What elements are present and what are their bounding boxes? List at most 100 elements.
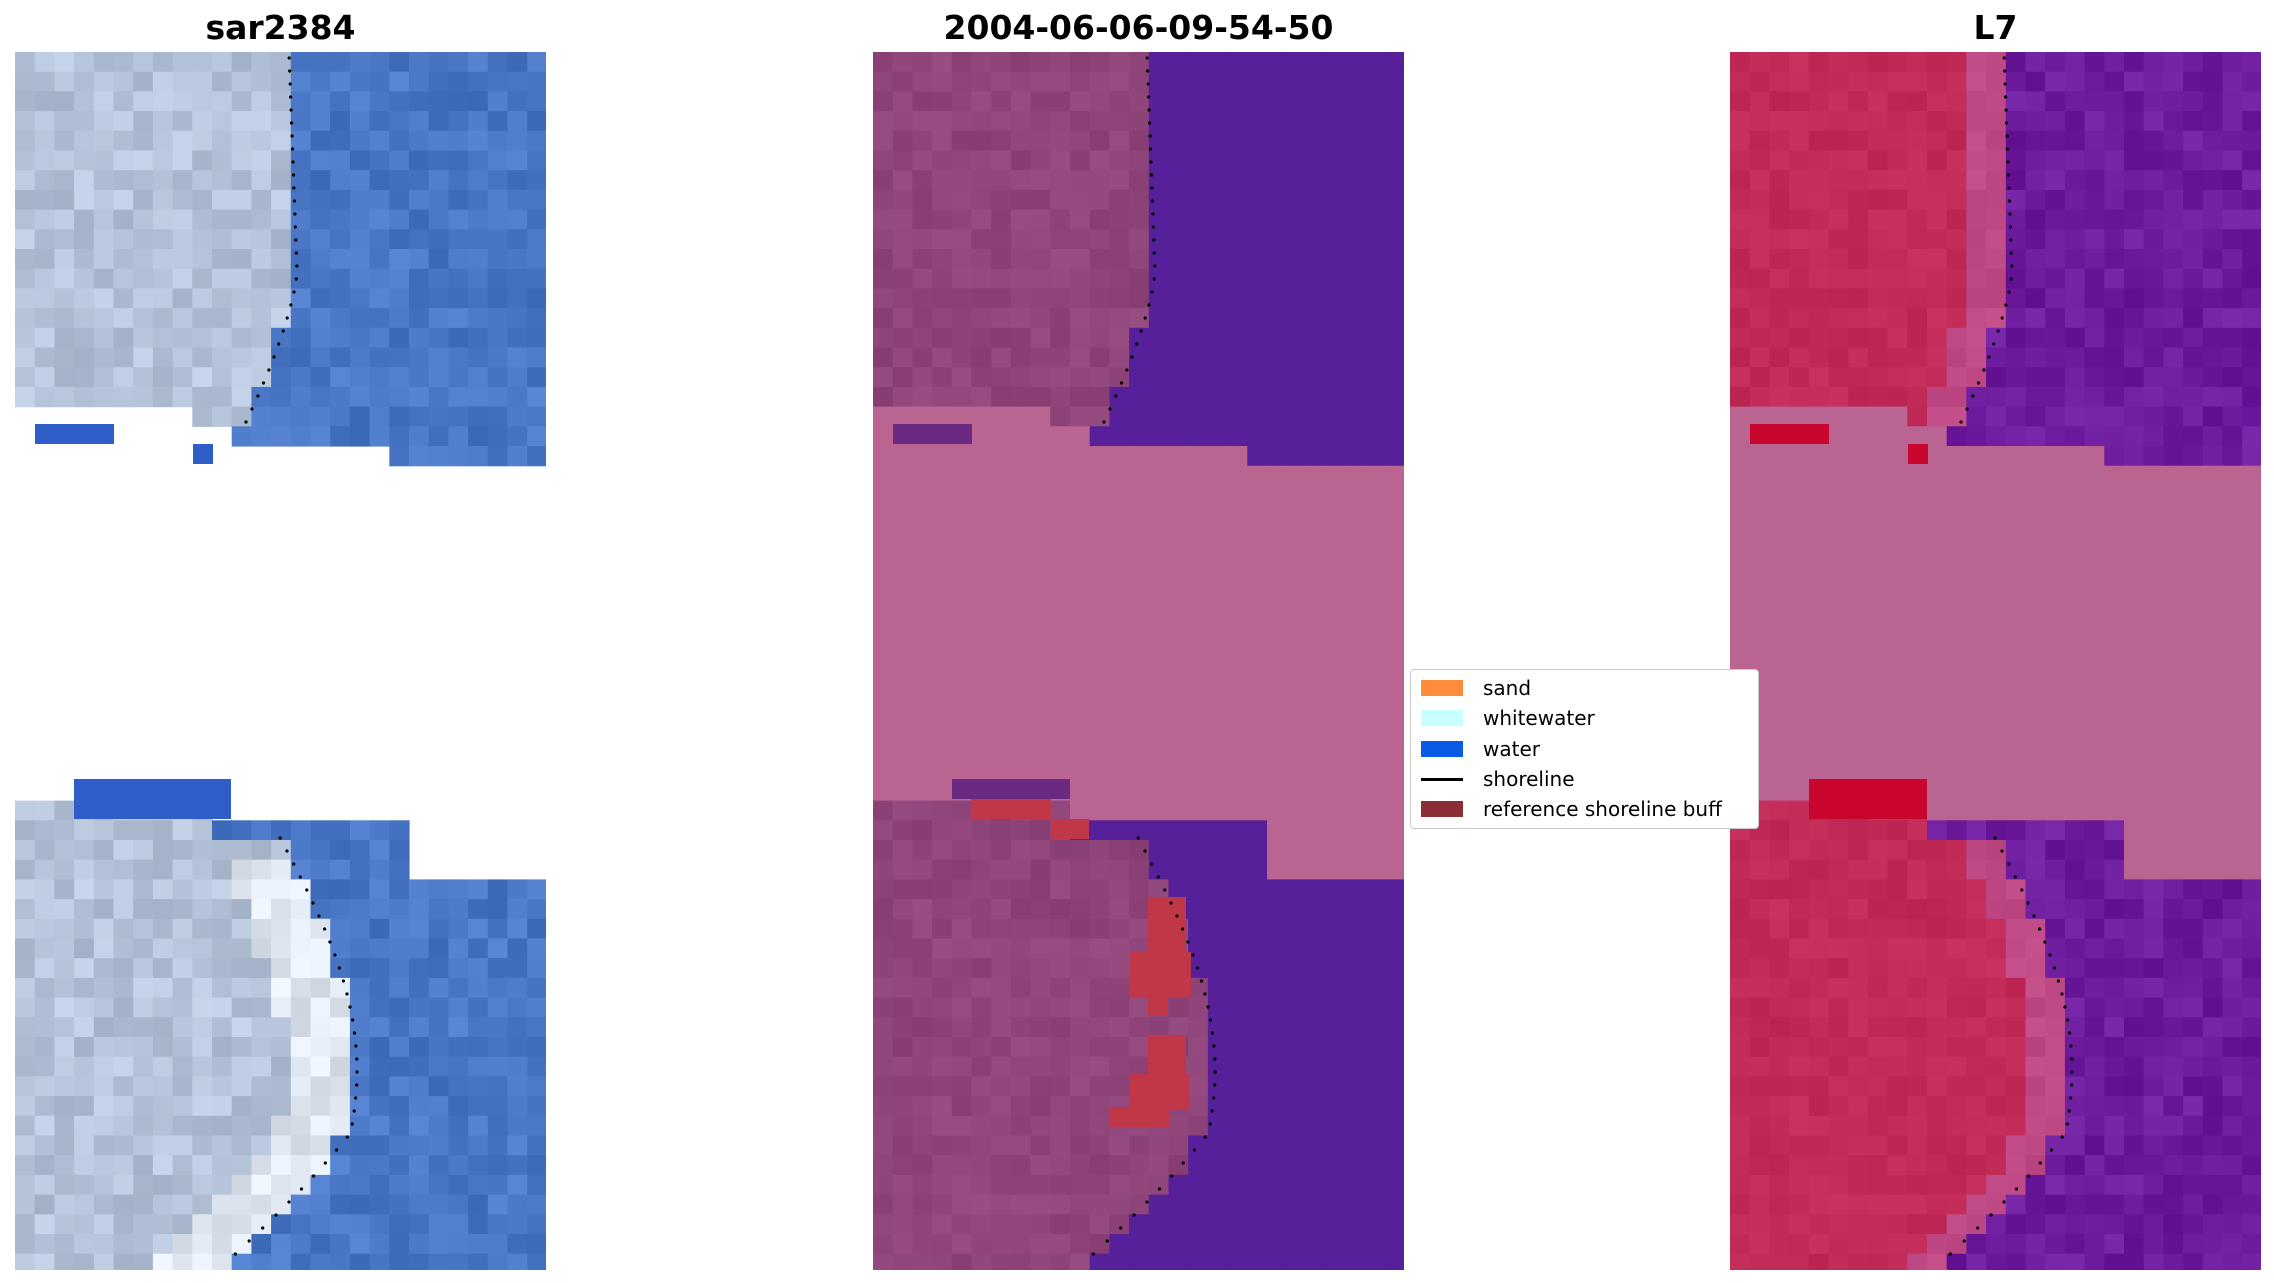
raster-pixel: [1907, 1155, 1928, 1176]
raster-pixel: [951, 524, 973, 546]
raster-pixel: [192, 1017, 213, 1038]
raster-pixel: [2025, 1115, 2046, 1137]
raster-pixel: [1365, 1174, 1386, 1196]
raster-pixel: [1867, 426, 1889, 447]
raster-pixel: [873, 564, 894, 585]
raster-pixel: [1207, 879, 1229, 900]
raster-pixel: [1749, 1155, 1770, 1176]
raster-pixel: [1749, 623, 1770, 644]
raster-pixel: [951, 800, 973, 821]
raster-pixel: [2064, 623, 2086, 644]
raster-pixel: [1089, 603, 1110, 624]
raster-pixel: [2143, 662, 2164, 683]
raster-pixel: [251, 1076, 272, 1097]
raster-pixel: [1946, 643, 1967, 664]
raster-pixel: [1927, 1253, 1948, 1270]
raster-pixel: [74, 1115, 95, 1137]
raster-pixel: [74, 347, 95, 368]
raster-pixel: [1326, 1174, 1347, 1196]
raster-pixel: [1030, 367, 1051, 388]
raster-pixel: [2064, 977, 2086, 999]
raster-pixel: [1247, 111, 1268, 132]
raster-pixel: [290, 386, 312, 408]
raster-pixel: [951, 938, 973, 959]
raster-pixel: [2202, 1076, 2224, 1097]
raster-pixel: [873, 209, 894, 230]
raster-pixel: [152, 130, 174, 152]
raster-pixel: [2163, 111, 2184, 132]
raster-pixel: [1966, 1194, 1987, 1215]
raster-pixel: [448, 1135, 469, 1156]
raster-pixel: [1286, 643, 1307, 664]
raster-pixel: [912, 1056, 933, 1077]
raster-pixel: [2143, 347, 2164, 368]
raster-pixel: [212, 1135, 233, 1156]
raster-pixel: [1730, 52, 1751, 73]
raster-pixel: [34, 1234, 55, 1255]
raster-pixel: [1848, 662, 1869, 683]
raster-pixel: [1966, 741, 1987, 762]
raster-pixel: [15, 1253, 36, 1270]
raster-pixel: [1188, 721, 1209, 743]
raster-pixel: [2124, 682, 2145, 703]
raster-pixel: [1986, 1253, 2007, 1270]
raster-pixel: [1385, 52, 1404, 73]
shoreline-dots: [1948, 56, 2074, 1256]
raster-pixel: [1365, 702, 1386, 723]
raster-pixel: [1267, 780, 1288, 802]
raster-pixel: [1385, 918, 1404, 940]
raster-pixel: [1089, 189, 1110, 211]
raster-pixel: [1887, 958, 1908, 979]
raster-pixel: [2025, 111, 2046, 132]
raster-pixel: [389, 91, 410, 112]
raster-pixel: [74, 130, 95, 152]
raster-pixel: [1010, 1234, 1032, 1255]
raster-pixel: [271, 899, 292, 920]
raster-pixel: [1828, 150, 1849, 171]
raster-pixel: [192, 288, 213, 309]
raster-pixel: [1769, 288, 1790, 309]
raster-pixel: [2045, 524, 2066, 546]
raster-pixel: [1109, 71, 1130, 92]
raster-pixel: [1267, 564, 1288, 585]
raster-pixel: [1207, 1076, 1229, 1097]
raster-pixel: [2183, 938, 2204, 959]
raster-pixel: [1148, 879, 1170, 900]
raster-pixel: [2242, 1037, 2261, 1058]
raster-pixel: [1148, 859, 1170, 880]
raster-pixel: [212, 1155, 233, 1176]
raster-pixel: [1326, 130, 1347, 152]
raster-pixel: [1306, 347, 1327, 368]
raster-pixel: [2242, 1194, 2261, 1215]
raster-pixel: [1828, 820, 1849, 841]
raster-pixel: [74, 327, 95, 349]
raster-pixel: [1927, 741, 1948, 762]
raster-pixel: [1867, 918, 1889, 940]
raster-pixel: [152, 1115, 174, 1137]
raster-pixel: [74, 249, 95, 270]
raster-pixel: [1227, 702, 1248, 723]
raster-pixel: [1789, 662, 1810, 683]
raster-pixel: [1030, 643, 1051, 664]
raster-pixel: [1050, 1214, 1071, 1235]
raster-pixel: [1946, 702, 1967, 723]
raster-pixel: [1188, 977, 1209, 999]
raster-pixel: [2242, 465, 2261, 486]
raster-pixel: [1326, 1056, 1347, 1077]
raster-pixel: [951, 1234, 973, 1255]
raster-pixel: [971, 958, 992, 979]
raster-pixel: [448, 1056, 469, 1077]
raster-pixel: [2045, 603, 2066, 624]
raster-pixel: [74, 268, 95, 289]
raster-pixel: [1986, 780, 2007, 802]
raster-pixel: [507, 52, 528, 73]
raster-pixel: [2005, 91, 2027, 112]
raster-pixel: [192, 327, 213, 349]
raster-pixel: [1109, 1194, 1130, 1215]
raster-pixel: [1168, 820, 1189, 841]
raster-pixel: [1247, 1017, 1268, 1038]
raster-pixel: [1050, 918, 1071, 940]
raster-pixel: [2163, 347, 2184, 368]
raster-pixel: [2163, 643, 2184, 664]
shoreline-point: [1987, 355, 1991, 359]
